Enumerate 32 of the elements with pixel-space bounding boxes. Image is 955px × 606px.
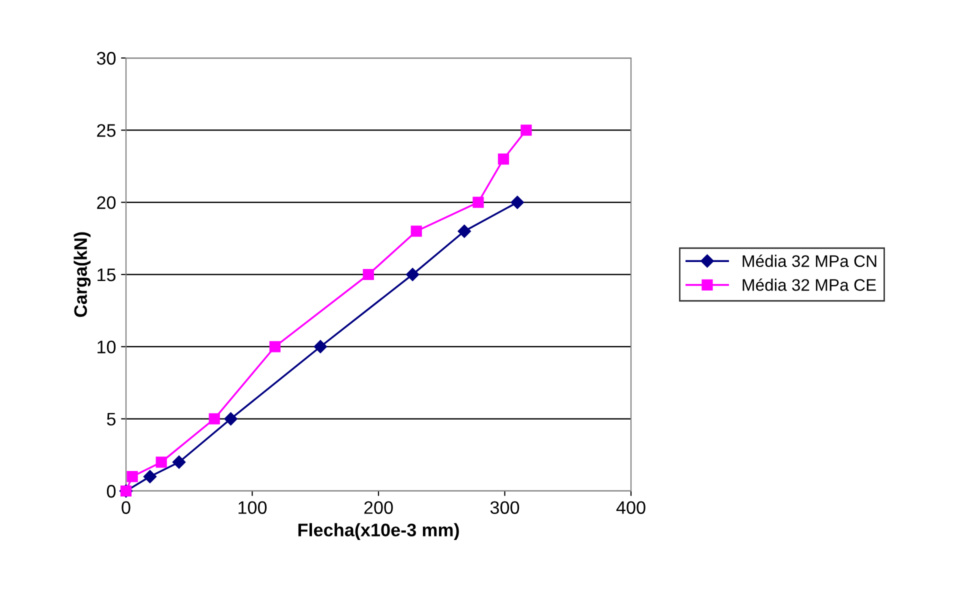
point — [362, 268, 374, 280]
point — [458, 224, 471, 238]
y-tick-label: 10 — [98, 340, 116, 354]
x-tick-label: 200 — [364, 501, 393, 514]
point — [498, 153, 510, 165]
legend-label: Média 32 MPa CE — [742, 278, 876, 291]
y-tick-label: 15 — [98, 268, 116, 282]
x-tick-label: 100 — [238, 501, 267, 514]
point — [410, 226, 422, 237]
x-tick-label: 0 — [122, 501, 130, 514]
x-tick-label: 300 — [490, 501, 520, 514]
y-tick-label: 0 — [106, 484, 116, 498]
point — [156, 456, 167, 468]
point — [520, 124, 532, 136]
x-axis-title: Flecha(x10e-3 mm) — [298, 523, 459, 540]
point — [143, 470, 157, 484]
legend-label: Média 32 MPa CN — [742, 254, 876, 268]
point — [172, 456, 186, 469]
y-axis-title: Carga(kN) — [74, 232, 91, 317]
point — [269, 341, 281, 352]
y-tick-label: 20 — [97, 196, 116, 210]
x-tick-label: 400 — [616, 501, 646, 514]
point — [208, 413, 220, 424]
y-tick-label: 25 — [97, 124, 116, 137]
point — [510, 196, 524, 209]
point — [314, 340, 328, 354]
point — [224, 412, 238, 426]
point — [126, 471, 138, 482]
y-tick-label: 5 — [106, 412, 116, 426]
point — [472, 196, 484, 208]
point — [406, 268, 420, 282]
y-tick-label: 30 — [96, 52, 116, 65]
